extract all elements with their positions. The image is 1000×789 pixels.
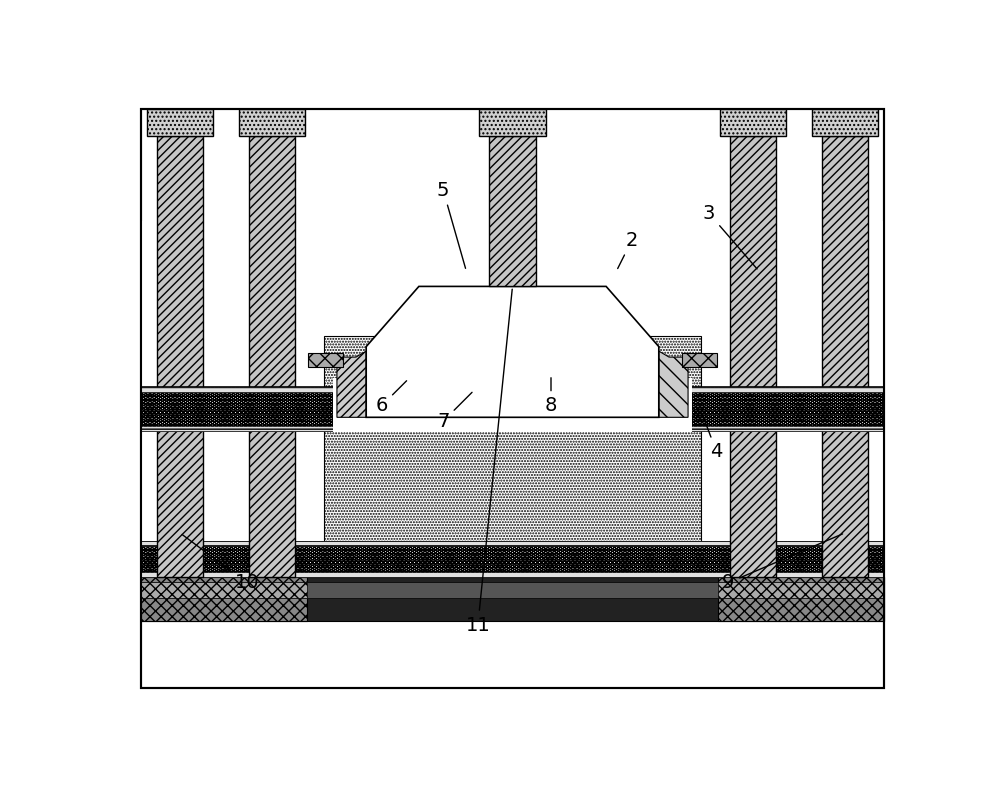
- Polygon shape: [366, 286, 659, 417]
- Bar: [141, 540, 884, 546]
- Bar: [141, 221, 324, 540]
- Bar: [822, 136, 868, 578]
- Bar: [489, 136, 536, 286]
- Bar: [239, 109, 305, 136]
- Bar: [249, 136, 295, 578]
- Bar: [141, 581, 307, 598]
- Bar: [157, 136, 203, 578]
- Bar: [147, 109, 213, 136]
- Bar: [141, 578, 884, 622]
- Bar: [141, 426, 884, 431]
- Bar: [305, 565, 720, 578]
- Bar: [141, 572, 884, 578]
- Bar: [682, 353, 717, 367]
- Text: 2: 2: [618, 230, 638, 268]
- Bar: [141, 540, 884, 578]
- Bar: [141, 387, 884, 431]
- Bar: [324, 336, 701, 540]
- Bar: [141, 581, 884, 598]
- Polygon shape: [659, 351, 688, 417]
- Bar: [718, 578, 884, 622]
- Text: 3: 3: [703, 204, 757, 269]
- Bar: [479, 109, 546, 136]
- Bar: [141, 578, 307, 622]
- Bar: [730, 136, 776, 578]
- Text: 7: 7: [437, 392, 472, 431]
- Text: 4: 4: [702, 413, 723, 462]
- Text: 11: 11: [465, 290, 512, 634]
- Text: 8: 8: [545, 378, 557, 415]
- Bar: [333, 378, 692, 432]
- Bar: [812, 109, 878, 136]
- Text: 5: 5: [437, 181, 466, 268]
- Polygon shape: [337, 351, 366, 417]
- Text: 6: 6: [375, 381, 407, 415]
- Text: 9: 9: [722, 534, 843, 593]
- Bar: [718, 581, 884, 598]
- Bar: [308, 353, 343, 367]
- Bar: [720, 109, 786, 136]
- Text: 10: 10: [182, 534, 259, 593]
- Bar: [701, 221, 884, 540]
- Bar: [141, 387, 884, 392]
